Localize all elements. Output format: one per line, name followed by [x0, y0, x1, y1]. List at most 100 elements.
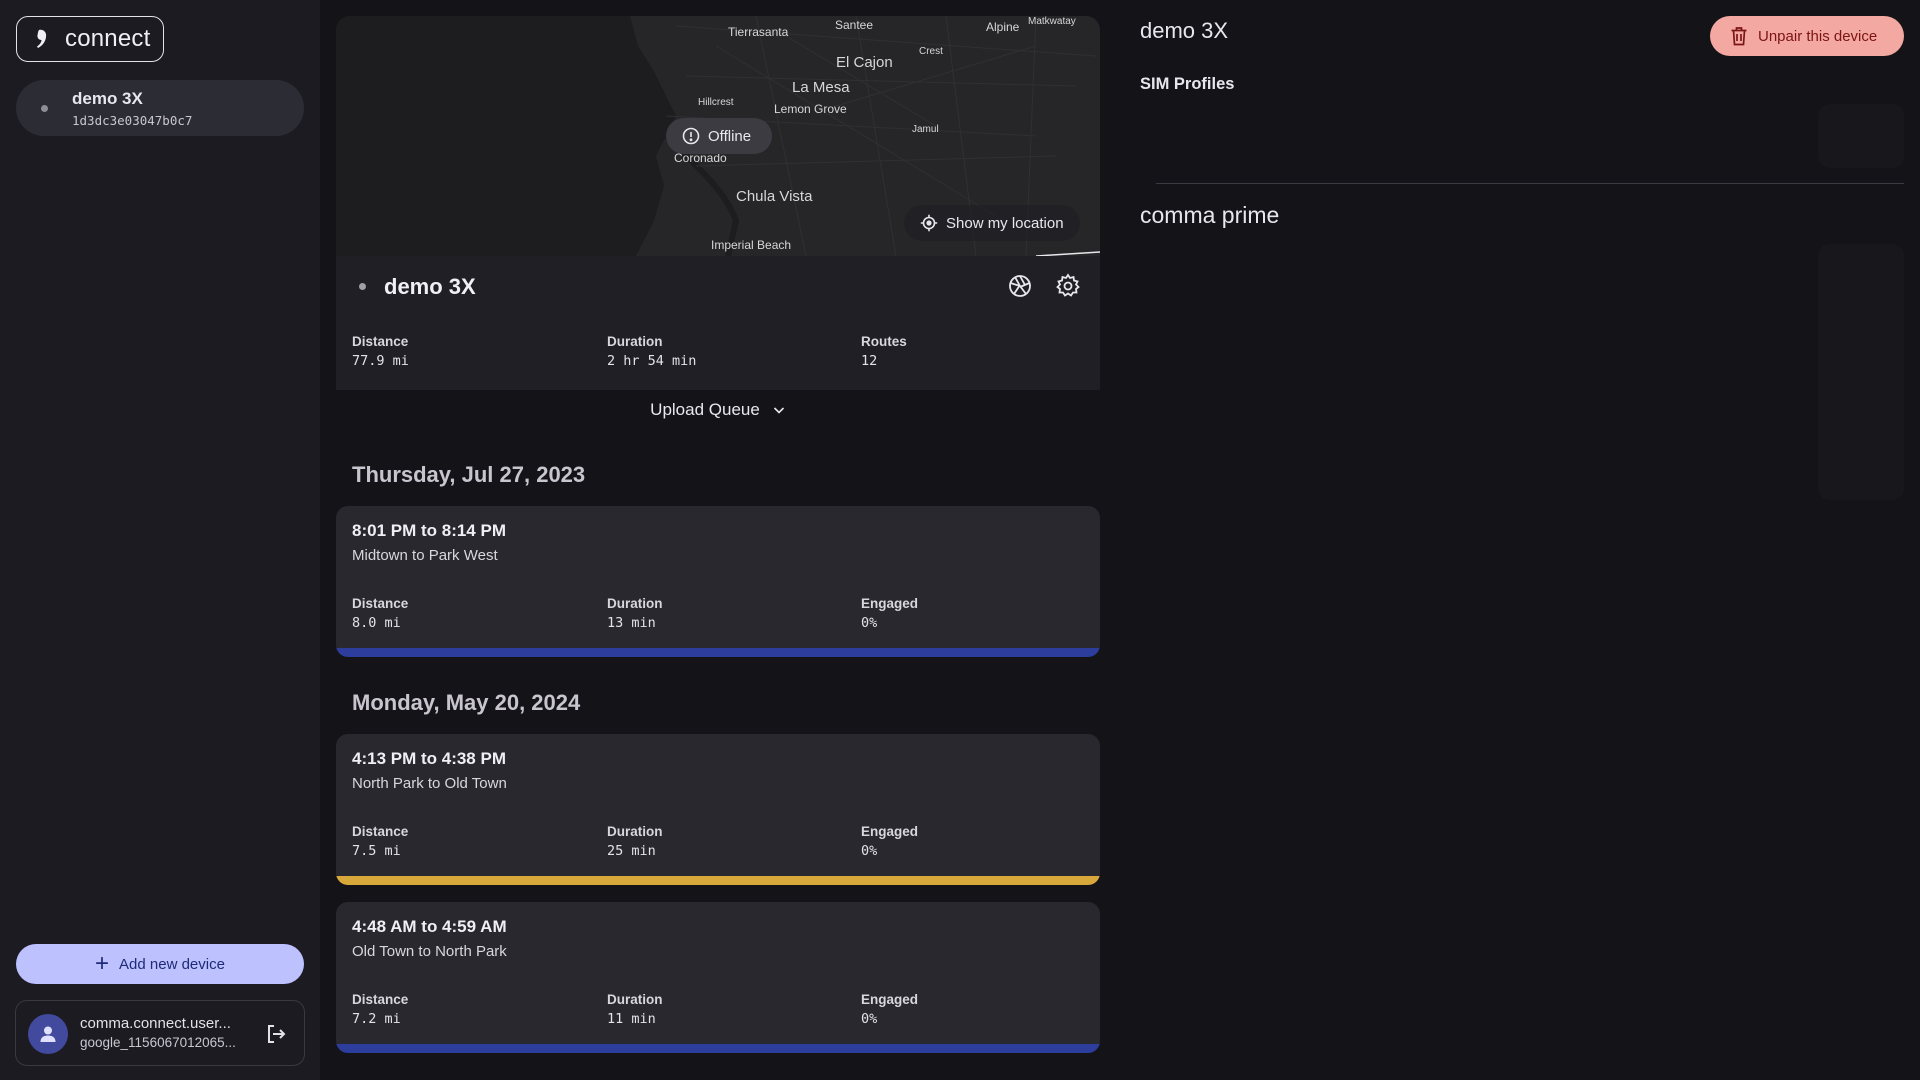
device-name: demo 3X — [384, 274, 476, 299]
device-settings-panel: demo 3X Unpair this device SIM Profiles … — [1140, 0, 1920, 1080]
stat-label: Duration — [607, 596, 663, 611]
location-target-icon — [920, 214, 938, 232]
comma-prime-heading: comma prime — [1140, 202, 1280, 228]
stat-routes: Routes 12 — [861, 334, 907, 369]
stat-value: 0% — [861, 1011, 878, 1027]
person-icon — [40, 1026, 56, 1042]
map-label: Santee — [835, 18, 874, 32]
stat-value: 13 min — [607, 615, 656, 631]
avatar — [28, 1014, 68, 1054]
route-time: 8:01 PM to 8:14 PM — [352, 521, 506, 540]
stat-value: 2 hr 54 min — [607, 353, 697, 369]
map-label: La Mesa — [792, 79, 850, 96]
map-label: Tierrasanta — [728, 25, 789, 39]
device-stats: Distance 77.9 mi Duration 2 hr 54 min Ro… — [336, 334, 1100, 374]
stat-duration: Duration 2 hr 54 min — [607, 334, 696, 369]
add-device-button[interactable]: + Add new device — [16, 944, 304, 984]
stat-label: Distance — [352, 596, 409, 611]
route-stat-distance: Distance 7.5 mi — [352, 824, 408, 859]
connect-logo-button[interactable]: connect — [16, 16, 164, 62]
logout-icon[interactable] — [264, 1022, 288, 1046]
map-label: Alpine — [986, 20, 1020, 34]
route-stat-distance: Distance 8.0 mi — [352, 596, 408, 631]
logo-text: connect — [65, 25, 151, 52]
stat-label: Duration — [607, 824, 663, 839]
stat-value: 0% — [861, 615, 878, 631]
map-label: Chula Vista — [736, 188, 813, 205]
route-card[interactable]: 4:48 AM to 4:59 AM Old Town to North Par… — [336, 902, 1100, 1053]
sidebar-device-name: demo 3X — [72, 89, 143, 108]
offline-label: Offline — [708, 127, 752, 145]
map-label: Coronado — [674, 151, 727, 165]
stat-label: Duration — [607, 992, 663, 1007]
add-device-label: Add new device — [119, 955, 225, 973]
route-stat-engaged: Engaged 0% — [861, 596, 918, 631]
map-label: Hillcrest — [698, 97, 734, 108]
sidebar: connect demo 3X 1d3dc3e03047b0c7 + Add n… — [0, 0, 320, 1080]
stat-label: Distance — [352, 824, 409, 839]
upload-queue-label: Upload Queue — [650, 400, 760, 419]
stat-label: Routes — [861, 334, 907, 349]
route-location: Midtown to Park West — [352, 547, 498, 564]
map-label: Imperial Beach — [711, 238, 792, 252]
sidebar-device-dongle-id: 1d3dc3e03047b0c7 — [72, 113, 193, 128]
stat-distance: Distance 77.9 mi — [352, 334, 409, 369]
stat-label: Engaged — [861, 824, 919, 839]
route-time: 4:13 PM to 4:38 PM — [352, 749, 506, 768]
route-stat-engaged: Engaged 0% — [861, 824, 918, 859]
plus-icon: + — [95, 950, 110, 977]
alert-circle-icon — [682, 127, 700, 145]
stat-label: Duration — [607, 334, 663, 349]
route-timeline-bar — [336, 876, 1100, 885]
map-label: Crest — [919, 46, 943, 57]
unpair-label: Unpair this device — [1758, 27, 1878, 45]
comma-prime-placeholder — [1818, 244, 1904, 500]
day-heading: Monday, May 20, 2024 — [352, 690, 581, 715]
day-heading: Thursday, Jul 27, 2023 — [352, 462, 586, 487]
sidebar-device-item[interactable]: demo 3X 1d3dc3e03047b0c7 — [16, 80, 304, 136]
stat-label: Engaged — [861, 992, 919, 1007]
user-card: comma.connect.user... google_11560670120… — [15, 1000, 305, 1066]
route-location: North Park to Old Town — [352, 775, 507, 792]
stat-value: 0% — [861, 843, 878, 859]
device-card-header: demo 3X — [336, 256, 1100, 316]
device-status-dot — [41, 105, 48, 112]
stat-value: 7.2 mi — [352, 1011, 401, 1027]
route-stat-duration: Duration 11 min — [607, 992, 663, 1027]
route-stat-distance: Distance 7.2 mi — [352, 992, 408, 1027]
upload-queue-toggle[interactable]: Upload Queue — [336, 390, 1100, 430]
offline-badge: Offline — [666, 118, 772, 154]
device-status-dot — [359, 283, 366, 290]
stat-label: Engaged — [861, 596, 919, 611]
map-label: Jamul — [912, 124, 939, 135]
unpair-device-button[interactable]: Unpair this device — [1710, 16, 1904, 56]
show-location-button[interactable]: Show my location — [904, 205, 1080, 241]
settings-device-title: demo 3X — [1140, 18, 1229, 43]
route-timeline-bar — [336, 1044, 1100, 1053]
route-stat-engaged: Engaged 0% — [861, 992, 918, 1027]
gear-icon[interactable] — [1054, 272, 1082, 300]
user-id: google_1156067012065... — [80, 1035, 236, 1050]
stat-value: 12 — [861, 353, 878, 369]
map-label: Lemon Grove — [774, 102, 847, 116]
camera-aperture-icon[interactable] — [1006, 272, 1034, 300]
route-stat-duration: Duration 25 min — [607, 824, 663, 859]
stat-value: 7.5 mi — [352, 843, 401, 859]
stat-value: 11 min — [607, 1011, 656, 1027]
route-location: Old Town to North Park — [352, 943, 507, 960]
route-card[interactable]: 4:13 PM to 4:38 PM North Park to Old Tow… — [336, 734, 1100, 885]
stat-label: Distance — [352, 992, 409, 1007]
chevron-down-icon — [773, 407, 784, 414]
stat-value: 77.9 mi — [352, 353, 409, 369]
trash-icon — [1731, 27, 1747, 46]
map-label: El Cajon — [836, 54, 893, 71]
device-map[interactable]: Tierrasanta Santee Alpine Matkwatay Cres… — [336, 16, 1100, 256]
stat-label: Distance — [352, 334, 409, 349]
route-card[interactable]: 8:01 PM to 8:14 PM Midtown to Park West … — [336, 506, 1100, 657]
section-divider — [1156, 183, 1904, 184]
route-stat-duration: Duration 13 min — [607, 596, 663, 631]
route-timeline-bar — [336, 648, 1100, 657]
route-time: 4:48 AM to 4:59 AM — [352, 917, 507, 936]
sim-profiles-placeholder — [1818, 104, 1904, 168]
stat-value: 8.0 mi — [352, 615, 401, 631]
